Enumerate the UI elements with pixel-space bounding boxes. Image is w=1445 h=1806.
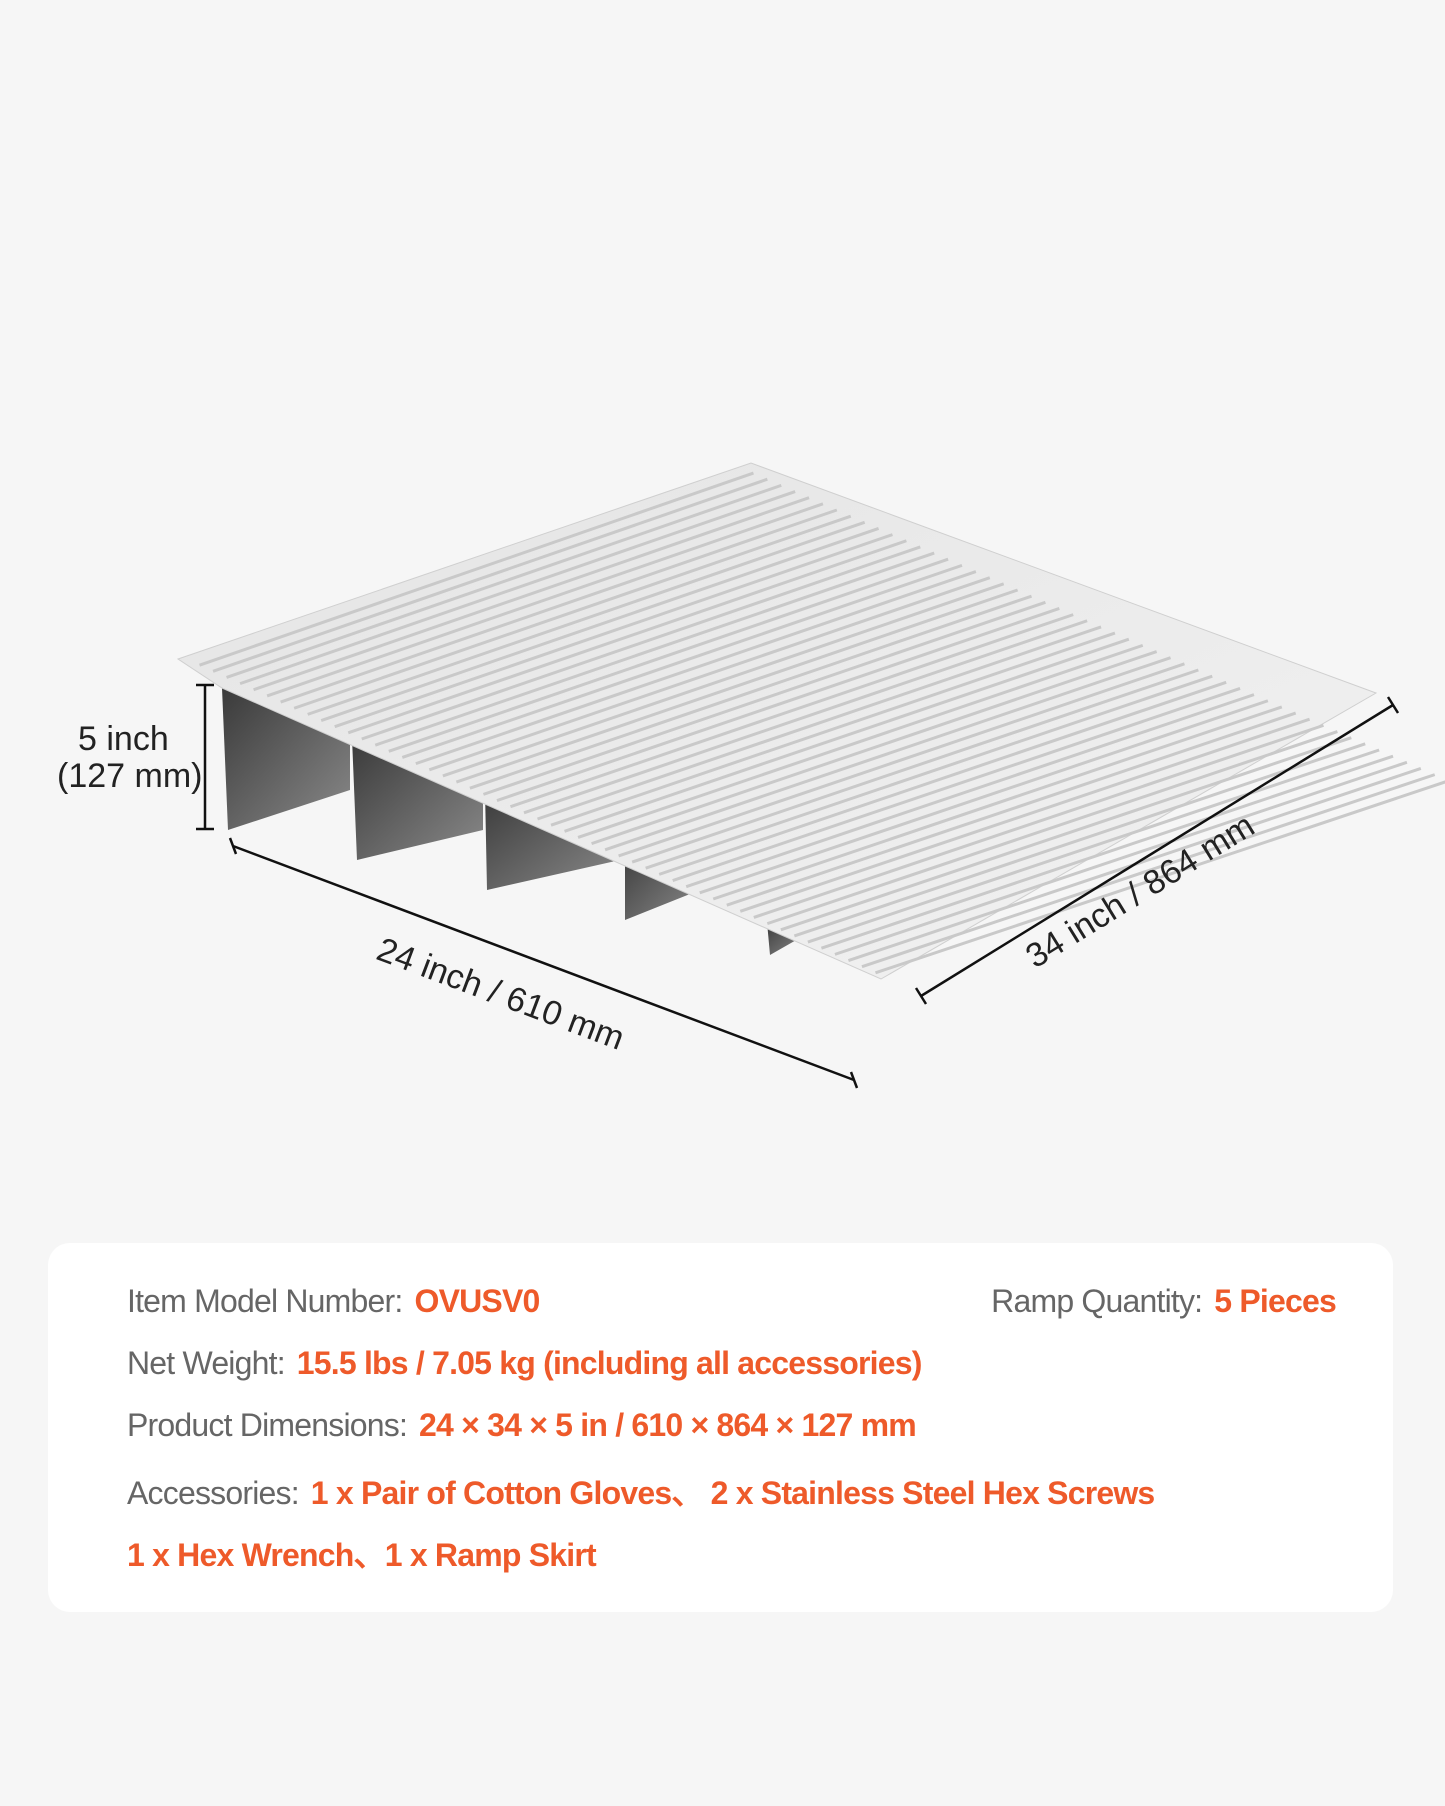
specs-card: Item Model Number: OVUSV0 Ramp Quantity: 5… xyxy=(48,1243,1393,1612)
surface-groove xyxy=(834,760,1408,956)
surface-groove xyxy=(523,619,1088,815)
surface-groove xyxy=(334,533,893,729)
dimensions-row: Product Dimensions: 24 × 34 × 5 in / 610 … xyxy=(127,1407,917,1444)
accessories-value-line2: 1 x Hex Wrench、1 x Ramp Skirt xyxy=(127,1537,597,1573)
accessories-row: Accessories: 1 x Pair of Cotton Gloves、 2… xyxy=(127,1468,1155,1514)
height-dimension-line xyxy=(196,683,214,831)
model-value: OVUSV0 xyxy=(414,1283,540,1319)
surface-groove xyxy=(388,557,949,753)
surface-groove xyxy=(739,717,1311,913)
height-metric-label: (127 mm) xyxy=(57,757,203,795)
surface-groove xyxy=(469,594,1033,790)
surface-groove xyxy=(766,730,1338,926)
surface-groove xyxy=(226,483,782,679)
surface-groove xyxy=(658,680,1227,876)
surface-groove xyxy=(293,514,852,710)
surface-groove xyxy=(280,508,838,704)
length-dimension-line xyxy=(914,696,1400,1005)
surface-groove xyxy=(307,520,866,716)
surface-groove xyxy=(320,527,880,722)
surface-groove xyxy=(361,545,921,741)
dimensions-value: 24 × 34 × 5 in / 610 × 864 × 127 mm xyxy=(419,1407,917,1443)
ramp-illustration xyxy=(176,462,1445,1089)
surface-groove xyxy=(496,607,1060,802)
surface-groove xyxy=(672,687,1241,882)
surface-groove xyxy=(631,668,1199,864)
surface-groove xyxy=(482,600,1046,796)
surface-groove xyxy=(726,711,1297,907)
height-label: 5 inch xyxy=(78,720,169,758)
surface-groove xyxy=(253,496,810,692)
surface-groove xyxy=(793,742,1366,938)
accessories-row-2: 1 x Hex Wrench、1 x Ramp Skirt xyxy=(127,1530,597,1576)
accessories-label: Accessories: xyxy=(127,1475,300,1511)
surface-groove xyxy=(199,471,754,667)
weight-value: 15.5 lbs / 7.05 kg (including all access… xyxy=(296,1345,923,1381)
surface-groove xyxy=(712,705,1283,901)
surface-groove xyxy=(753,723,1324,919)
surface-groove xyxy=(807,748,1380,944)
surface-groove xyxy=(861,773,1436,969)
surface-groove xyxy=(455,588,1019,784)
quantity-label: Ramp Quantity: xyxy=(991,1283,1203,1319)
surface-groove xyxy=(564,637,1130,833)
surface-groove xyxy=(618,662,1185,858)
surface-groove xyxy=(347,539,907,735)
surface-groove xyxy=(604,656,1172,852)
surface-groove xyxy=(374,551,935,747)
weight-label: Net Weight: xyxy=(127,1345,286,1381)
surface-groove xyxy=(875,780,1445,975)
surface-groove xyxy=(780,736,1352,932)
surface-groove xyxy=(239,490,796,686)
width-dimension-line xyxy=(228,837,859,1089)
surface-groove xyxy=(428,576,991,772)
weight-row: Net Weight: 15.5 lbs / 7.05 kg (including… xyxy=(127,1345,922,1382)
quantity-row: Ramp Quantity: 5 Pieces xyxy=(991,1283,1337,1320)
surface-groove xyxy=(591,650,1158,846)
surface-groove xyxy=(212,477,768,673)
surface-groove xyxy=(645,674,1213,870)
surface-groove xyxy=(537,625,1102,821)
surface-groove xyxy=(401,563,963,759)
surface-groove xyxy=(820,754,1394,950)
surface-groove xyxy=(550,631,1116,827)
surface-groove xyxy=(442,582,1005,778)
surface-groove xyxy=(685,693,1255,889)
model-label: Item Model Number: xyxy=(127,1283,403,1319)
surface-groove xyxy=(509,613,1074,809)
surface-groove xyxy=(415,570,977,766)
surface-groove xyxy=(699,699,1269,895)
model-row: Item Model Number: OVUSV0 xyxy=(127,1283,540,1320)
accessories-value-line1: 1 x Pair of Cotton Gloves、 2 x Stainless… xyxy=(310,1475,1155,1511)
surface-groove xyxy=(577,643,1144,839)
quantity-value: 5 Pieces xyxy=(1214,1283,1337,1319)
surface-groove xyxy=(266,502,824,698)
dimensions-label: Product Dimensions: xyxy=(127,1407,408,1443)
